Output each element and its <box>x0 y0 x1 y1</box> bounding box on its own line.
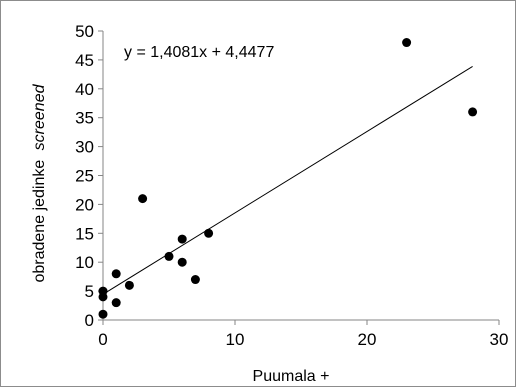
y-tick-label: 0 <box>85 311 94 330</box>
ticks-group: 0 5 10 15 20 25 30 35 40 45 50 0 10 20 30 <box>75 22 508 349</box>
data-point <box>164 251 174 261</box>
data-point <box>190 275 200 285</box>
x-tick-label: 20 <box>358 330 377 349</box>
data-point <box>124 280 134 290</box>
y-tick-label: 45 <box>75 51 94 70</box>
trendline-group <box>102 65 473 295</box>
x-tick-label: 0 <box>98 330 107 349</box>
data-point <box>204 228 214 238</box>
points-group <box>98 38 478 319</box>
y-tick-label: 15 <box>75 224 94 243</box>
data-point <box>98 286 108 296</box>
y-axis-title-italic: screened <box>31 83 48 150</box>
y-tick-label: 40 <box>75 80 94 99</box>
y-tick-label: 20 <box>75 195 94 214</box>
x-tick-label: 10 <box>226 330 245 349</box>
data-point <box>468 107 478 117</box>
data-point <box>177 234 187 244</box>
data-point <box>177 257 187 267</box>
data-point <box>98 309 108 319</box>
y-tick-label: 10 <box>75 253 94 272</box>
trendline <box>102 65 473 295</box>
y-tick-label: 50 <box>75 22 94 41</box>
data-point <box>111 298 121 308</box>
data-point <box>402 38 412 48</box>
y-axis-title-main: obradene jedinke <box>31 160 48 283</box>
y-tick-label: 30 <box>75 138 94 157</box>
x-tick-label: 30 <box>490 330 509 349</box>
axes-group <box>102 31 499 321</box>
data-point <box>138 194 148 204</box>
y-axis-title: obradene jedinke screened <box>31 83 48 282</box>
y-tick-label: 35 <box>75 109 94 128</box>
y-tick-label: 5 <box>85 282 94 301</box>
data-point <box>111 269 121 279</box>
x-axis-title: Puumala + <box>253 368 330 385</box>
trendline-equation: y = 1,4081x + 4,4477 <box>124 44 274 61</box>
y-tick-label: 25 <box>75 167 94 186</box>
